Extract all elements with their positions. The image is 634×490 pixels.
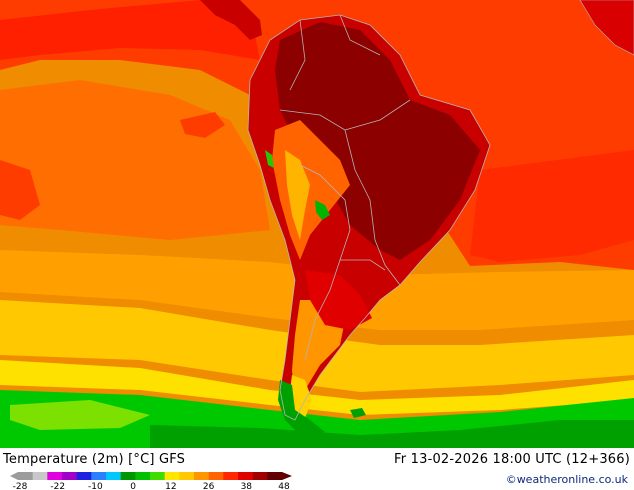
caribbean-island (579, 0, 634, 56)
band-lightyellow-south (0, 360, 634, 415)
band-lightgreen-patch (10, 400, 150, 430)
legend-tick-labels: -28 -22 -10 0 12 26 38 48 (13, 482, 290, 490)
legend-color-swatch (120, 472, 136, 480)
land-very-hot-amazon (275, 22, 480, 260)
legend-color-swatch (32, 472, 48, 480)
legend-color-swatch (47, 472, 63, 480)
legend-color-swatch (179, 472, 195, 480)
legend-color-swatch (106, 472, 121, 480)
temperature-legend: -28 -22 -10 0 12 26 38 48 (10, 472, 292, 490)
legend-color-swatch (238, 472, 253, 480)
ocean-red-patch-west (0, 160, 40, 220)
legend-tick-label: 38 (241, 482, 253, 490)
ocean-red-patch-pacific (180, 112, 225, 138)
ocean-red-pacific-north (0, 0, 260, 60)
legend-color-swatch (62, 472, 77, 480)
legend-tick-label: -28 (13, 482, 28, 490)
land-red-pampas (305, 270, 372, 330)
land-yellow-andes (285, 150, 310, 240)
legend-color-swatch (252, 472, 268, 480)
legend-arrow-right (282, 472, 292, 480)
legend-tick-label: -10 (88, 482, 103, 490)
country-borders (247, 14, 491, 421)
legend-colorbar (10, 472, 292, 480)
forecast-datetime: Fr 13-02-2026 18:00 UTC (12+366) (394, 452, 630, 467)
falkland-islands (350, 408, 366, 418)
legend-color-swatch (91, 472, 107, 480)
legend-color-swatch (76, 472, 92, 480)
legend-color-swatch (150, 472, 165, 480)
legend-color-swatch (194, 472, 209, 480)
ocean-hot-north (0, 0, 634, 270)
band-darkgreen-south (150, 420, 634, 448)
ocean-hot-atlantic-east (470, 150, 634, 262)
map-footer: Temperature (2m) [°C] GFS Fr 13-02-2026 … (0, 448, 634, 490)
central-america-land (200, 0, 262, 40)
legend-color-swatch (164, 472, 180, 480)
legend-color-swatch (208, 472, 224, 480)
land-green-andes (315, 200, 330, 220)
legend-color-swatch (135, 472, 151, 480)
temperature-map (0, 0, 634, 448)
legend-tick-label: 0 (130, 482, 136, 490)
legend-color-swatch (267, 472, 283, 480)
land-green-peru (265, 150, 274, 168)
land-green-tierra-del-fuego (278, 380, 325, 435)
legend-tick-label: 26 (203, 482, 215, 490)
legend-tick-label: -22 (50, 482, 65, 490)
legend-arrow-left (10, 472, 18, 480)
map-title: Temperature (2m) [°C] GFS (3, 452, 186, 467)
legend-tick-label: 12 (165, 482, 176, 490)
credit-link[interactable]: ©weatheronline.co.uk (505, 473, 628, 486)
legend-color-swatch (18, 472, 33, 480)
legend-tick-label: 48 (278, 482, 290, 490)
legend-color-swatch (223, 472, 239, 480)
